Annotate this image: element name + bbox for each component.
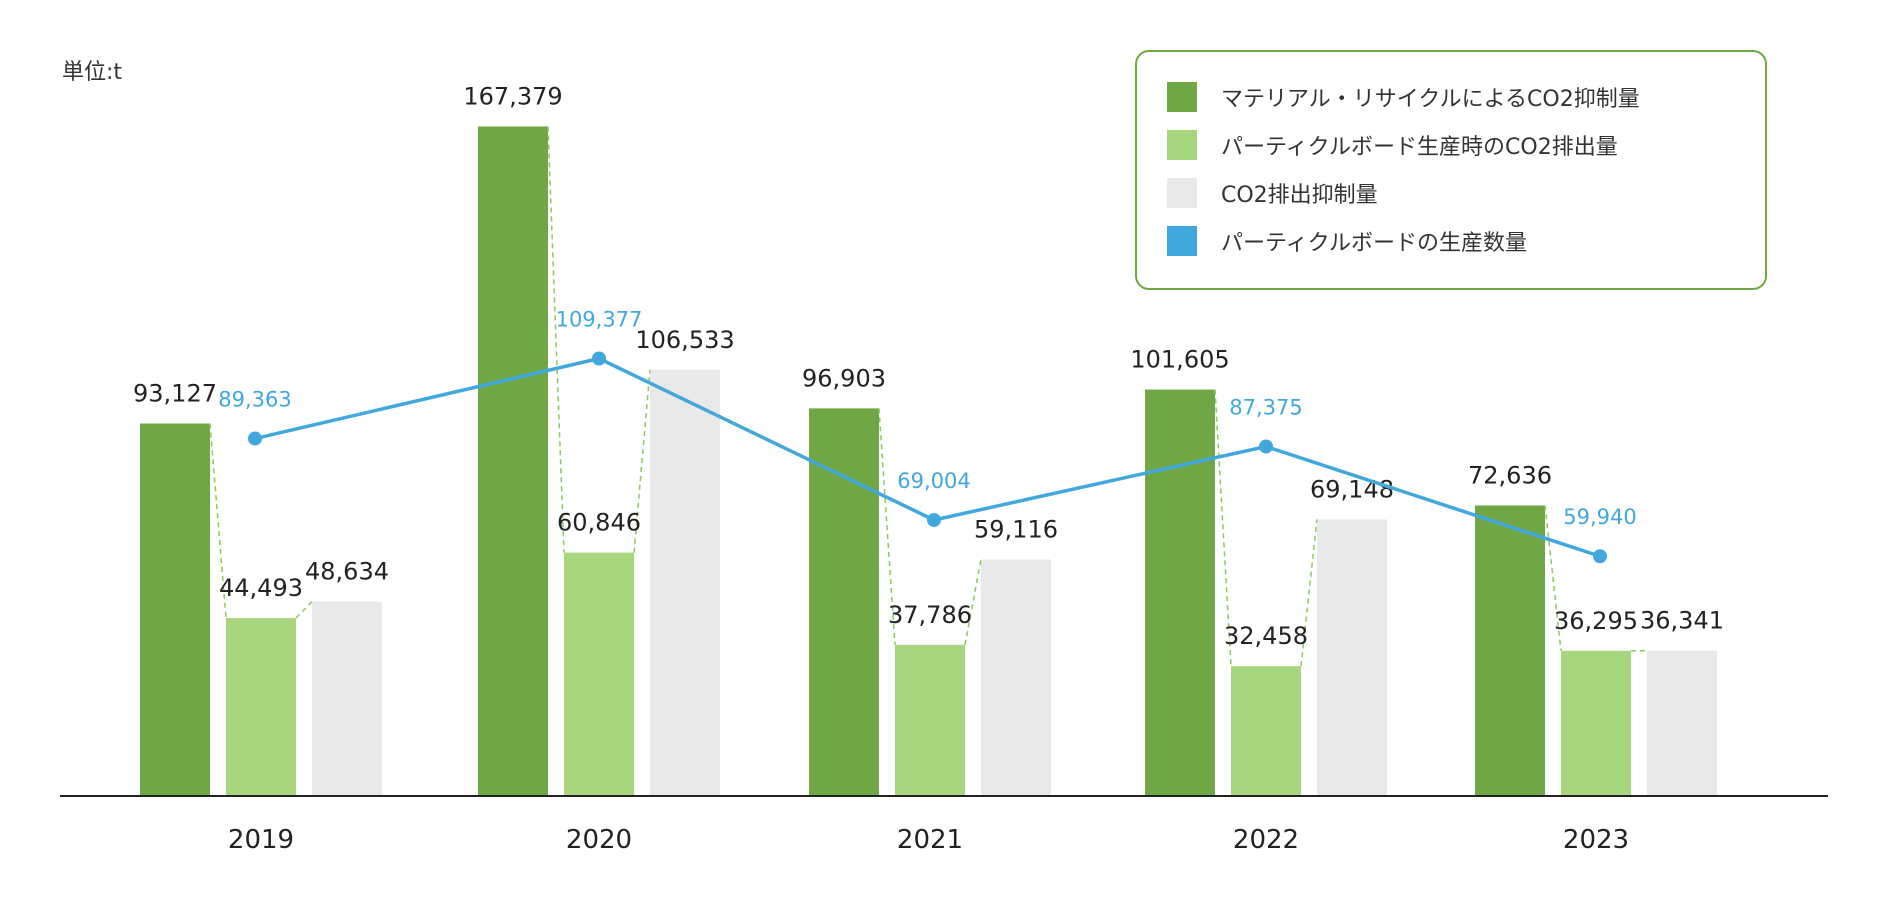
- production-point-2022: [1259, 439, 1273, 454]
- production-label-2020: 109,377: [556, 307, 643, 331]
- bar-2023-series-2: [1561, 650, 1631, 796]
- legend-item-production: パーティクルボードの生産数量: [1167, 226, 1527, 256]
- connector-2023-1: [1544, 505, 1562, 651]
- bar-label-2020-series-2: 60,846: [557, 509, 641, 537]
- bar-label-2023-series-1: 72,636: [1468, 461, 1552, 489]
- unit-label: 単位:t: [62, 60, 123, 85]
- legend-label-pb-emission: パーティクルボード生産時のCO2排出量: [1221, 135, 1618, 160]
- connector-2020-1: [547, 126, 565, 553]
- production-label-2023: 59,940: [1563, 505, 1636, 529]
- connector-2021-1: [878, 408, 896, 645]
- bar-2019-series-2: [226, 618, 296, 796]
- production-point-2020: [592, 351, 606, 366]
- bar-2022-series-3: [1317, 519, 1387, 796]
- bar-2023-series-3: [1647, 650, 1717, 796]
- legend-item-emission-suppression: CO2排出抑制量: [1167, 178, 1378, 208]
- production-label-2019: 89,363: [218, 388, 291, 412]
- bar-label-2021-series-2: 37,786: [888, 601, 972, 629]
- x-tick-label-2021: 2021: [897, 825, 963, 855]
- x-tick-label-2022: 2022: [1233, 825, 1299, 855]
- bar-label-2022-series-1: 101,605: [1130, 346, 1229, 374]
- bar-label-2022-series-3: 69,148: [1310, 475, 1394, 503]
- connector-2019-1: [209, 423, 227, 619]
- production-point-2021: [927, 512, 941, 527]
- production-point-2023: [1593, 549, 1607, 564]
- production-label-2021: 69,004: [897, 469, 970, 493]
- bar-2019-series-3: [312, 601, 382, 796]
- bar-2021-series-3: [981, 559, 1051, 796]
- production-line: [254, 356, 1601, 558]
- connector-2022-1: [1214, 389, 1232, 667]
- bar-2023-series-1: [1475, 505, 1545, 796]
- bar-2020-series-1: [478, 126, 548, 796]
- bar-label-2020-series-1: 167,379: [463, 82, 562, 110]
- bar-label-2019-series-2: 44,493: [219, 574, 303, 602]
- chart-legend: マテリアル・リサイクルによるCO2抑制量 パーティクルボード生産時のCO2排出量…: [1135, 50, 1767, 290]
- bar-label-2023-series-2: 36,295: [1554, 607, 1638, 635]
- bar-2019-series-1: [140, 423, 210, 796]
- bar-label-2020-series-3: 106,533: [635, 326, 734, 354]
- bar-2020-series-2: [564, 552, 634, 796]
- bar-label-2022-series-2: 32,458: [1224, 622, 1308, 650]
- legend-label-production: パーティクルボードの生産数量: [1221, 231, 1528, 256]
- production-label-2022: 87,375: [1229, 396, 1302, 420]
- bar-2022-series-1: [1145, 389, 1215, 796]
- bar-label-2019-series-1: 93,127: [133, 379, 217, 407]
- bar-label-2021-series-1: 96,903: [802, 364, 886, 392]
- bar-2020-series-3: [650, 369, 720, 796]
- bar-label-2021-series-3: 59,116: [974, 516, 1058, 544]
- legend-swatch-pb-emission: [1167, 130, 1197, 160]
- bar-2021-series-1: [809, 408, 879, 796]
- legend-label-emission-suppression: CO2排出抑制量: [1221, 183, 1378, 208]
- legend-label-material-recycle: マテリアル・リサイクルによるCO2抑制量: [1221, 87, 1640, 112]
- bar-2021-series-2: [895, 644, 965, 796]
- x-tick-label-2019: 2019: [228, 825, 294, 855]
- bar-label-2019-series-3: 48,634: [305, 557, 389, 585]
- legend-swatch-emission-suppression: [1167, 178, 1197, 208]
- connector-2022-2: [1300, 519, 1318, 667]
- legend-swatch-material-recycle: [1167, 82, 1197, 112]
- legend-item-material-recycle: マテリアル・リサイクルによるCO2抑制量: [1167, 82, 1640, 112]
- connector-2021-2: [964, 559, 982, 645]
- x-tick-label-2020: 2020: [566, 825, 632, 855]
- legend-item-pb-emission: パーティクルボード生産時のCO2排出量: [1167, 130, 1618, 160]
- connector-2019-2: [295, 600, 313, 619]
- connector-2020-2: [633, 369, 651, 553]
- bar-label-2023-series-3: 36,341: [1640, 607, 1724, 635]
- legend-swatch-production: [1167, 226, 1197, 256]
- x-tick-label-2023: 2023: [1563, 825, 1629, 855]
- bar-2022-series-2: [1231, 666, 1301, 796]
- production-point-2019: [248, 431, 262, 446]
